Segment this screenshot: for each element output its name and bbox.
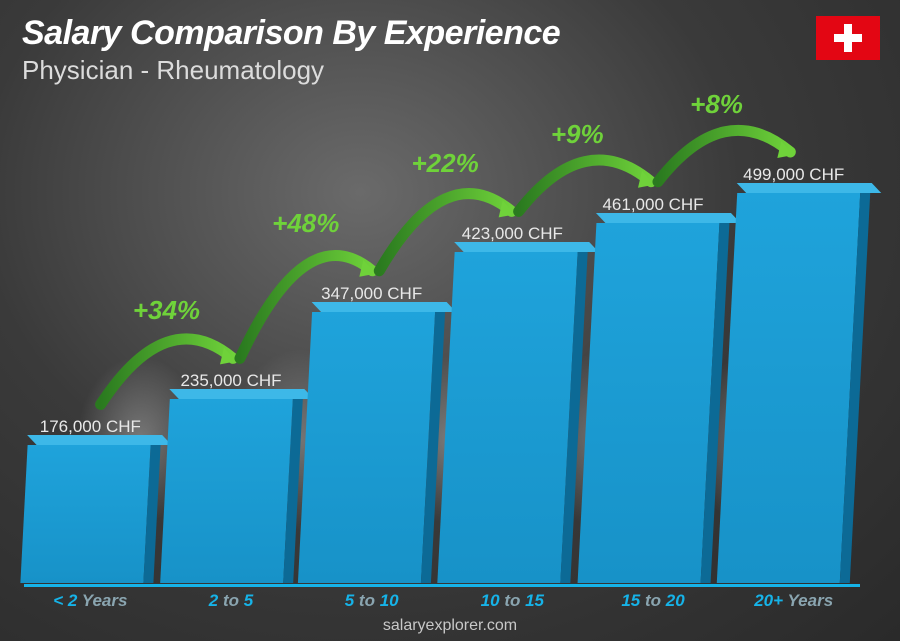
bar	[577, 223, 729, 583]
delta-percent-label: +8%	[690, 89, 743, 120]
bar-front-face	[20, 445, 160, 583]
bar-slot: 423,000 CHF	[446, 224, 579, 583]
bar-value-label: 235,000 CHF	[180, 371, 281, 391]
chart-subtitle: Physician - Rheumatology	[22, 55, 560, 86]
bar-front-face	[298, 312, 445, 583]
xaxis-label: 20+ Years	[727, 587, 860, 611]
bar	[298, 312, 445, 583]
chart-title: Salary Comparison By Experience	[22, 14, 560, 53]
bar-top-face	[454, 242, 598, 252]
xaxis: < 2 Years 2 to 5 5 to 10 10 to 15 15 to 20 20…	[24, 584, 860, 611]
bar-slot: 461,000 CHF	[587, 195, 720, 583]
bar-top-face	[737, 183, 881, 193]
bar-top-face	[169, 389, 313, 399]
delta-percent-label: +48%	[272, 208, 339, 239]
bar-slot: 499,000 CHF	[727, 165, 860, 583]
bar	[717, 193, 870, 583]
footer-attribution: salaryexplorer.com	[0, 617, 900, 635]
bar-value-label: 176,000 CHF	[40, 417, 141, 437]
bar	[437, 252, 587, 583]
bar-value-label: 423,000 CHF	[462, 224, 563, 244]
flag-cross-icon	[834, 24, 862, 52]
delta-percent-label: +9%	[551, 119, 604, 150]
title-block: Salary Comparison By Experience Physicia…	[22, 14, 560, 86]
bar-slot: 235,000 CHF	[165, 371, 298, 583]
xaxis-label: 5 to 10	[305, 587, 438, 611]
bar-slot: 347,000 CHF	[305, 284, 438, 583]
flag-switzerland	[816, 16, 880, 60]
xaxis-label: 2 to 5	[165, 587, 298, 611]
bar-value-label: 499,000 CHF	[743, 165, 844, 185]
bar-front-face	[437, 252, 587, 583]
bar-slot: 176,000 CHF	[24, 417, 157, 583]
chart-area: 176,000 CHF 235,000 CHF 347,000 CHF 423,…	[24, 120, 860, 583]
bar-front-face	[160, 399, 302, 583]
bar-front-face	[577, 223, 729, 583]
bar-value-label: 461,000 CHF	[602, 195, 703, 215]
bar-top-face	[596, 213, 740, 223]
delta-percent-label: +22%	[411, 148, 478, 179]
bar-front-face	[717, 193, 870, 583]
xaxis-label: 10 to 15	[446, 587, 579, 611]
bar-top-face	[312, 302, 456, 312]
bar	[160, 399, 302, 583]
bar	[20, 445, 160, 583]
delta-percent-label: +34%	[133, 295, 200, 326]
xaxis-label: < 2 Years	[24, 587, 157, 611]
xaxis-label: 15 to 20	[587, 587, 720, 611]
bar-value-label: 347,000 CHF	[321, 284, 422, 304]
bar-top-face	[27, 435, 171, 445]
